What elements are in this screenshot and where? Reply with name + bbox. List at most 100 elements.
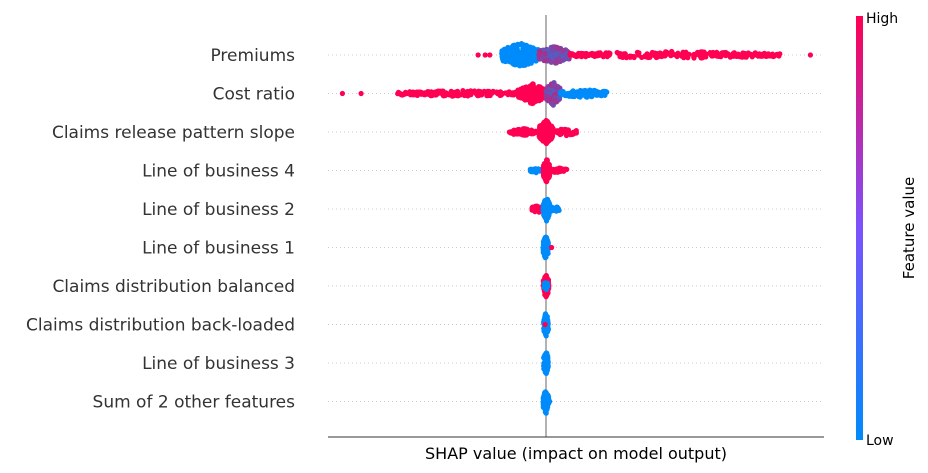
shap-point — [542, 352, 548, 358]
shap-point — [542, 321, 548, 328]
feature-label: Sum of 2 other features — [93, 393, 296, 413]
shap-point — [546, 57, 552, 63]
shap-point — [542, 363, 548, 369]
shap-point — [589, 52, 595, 58]
shap-point — [560, 89, 566, 95]
shap-point — [657, 50, 663, 56]
shap-point — [673, 52, 679, 58]
shap-point — [506, 50, 512, 56]
shap-point — [542, 274, 548, 280]
shap-point — [567, 50, 573, 57]
shap-point — [551, 82, 557, 88]
shap-point — [565, 90, 571, 97]
shap-point — [428, 90, 434, 96]
shap-point — [509, 44, 515, 50]
shap-point — [358, 90, 364, 97]
shap-point — [564, 166, 570, 172]
shap-point — [514, 60, 520, 66]
shap-point — [572, 90, 578, 96]
feature-label: Cost ratio — [213, 85, 295, 105]
shap-point — [555, 45, 561, 51]
grid-lines — [328, 54, 824, 402]
beeswarm-points — [339, 41, 814, 416]
shap-point — [510, 57, 516, 64]
shap-point — [604, 51, 610, 57]
shap-point — [668, 50, 674, 56]
shap-point — [698, 55, 704, 61]
feature-row-points — [339, 80, 610, 108]
shap-point — [403, 90, 409, 97]
shap-point — [520, 85, 526, 91]
feature-row-points — [541, 311, 551, 339]
shap-point — [415, 89, 421, 96]
shap-point — [521, 42, 527, 48]
shap-point — [554, 204, 561, 211]
shap-point — [631, 54, 637, 61]
x-axis-label: SHAP value (impact on model output) — [425, 444, 727, 463]
shap-point — [723, 53, 729, 59]
shap-point — [544, 119, 550, 125]
shap-point — [756, 51, 762, 57]
shap-point — [544, 161, 551, 167]
shap-point — [441, 93, 447, 99]
shap-point — [522, 132, 528, 138]
shap-point — [542, 358, 548, 364]
shap-point — [533, 98, 539, 104]
shap-point — [645, 54, 652, 61]
shap-point — [487, 89, 493, 95]
shap-point — [465, 93, 471, 99]
shap-point — [716, 51, 723, 57]
feature-row-points — [527, 157, 570, 185]
shap-point — [554, 128, 560, 134]
shap-point — [571, 130, 577, 136]
colorbar-title: Feature value — [900, 177, 918, 279]
shap-point — [550, 87, 556, 94]
shap-point — [476, 92, 482, 98]
shap-point — [698, 50, 704, 57]
feature-label: Line of business 3 — [142, 354, 295, 374]
shap-point — [529, 94, 535, 100]
shap-point — [482, 52, 488, 58]
feature-row-points — [529, 196, 562, 224]
shap-point — [549, 244, 555, 251]
shap-point — [509, 91, 515, 98]
shap-point — [627, 53, 633, 59]
shap-point — [487, 52, 493, 58]
colorbar-low-label: Low — [866, 433, 894, 449]
shap-point — [529, 205, 535, 211]
shap-point — [649, 49, 656, 56]
shap-point — [545, 327, 551, 333]
shap-point — [525, 60, 531, 66]
shap-point — [542, 50, 548, 57]
shap-point — [543, 410, 549, 416]
feature-row-points — [540, 234, 555, 261]
shap-point — [591, 87, 598, 93]
colorbar — [856, 16, 863, 440]
shap-point — [653, 54, 660, 61]
feature-label: Premiums — [210, 46, 295, 66]
feature-label: Line of business 1 — [142, 239, 295, 259]
shap-point — [547, 398, 553, 405]
shap-point — [501, 47, 507, 54]
shap-point — [542, 215, 549, 221]
shap-point — [734, 53, 740, 60]
shap-point — [594, 92, 601, 98]
shap-point — [686, 51, 692, 58]
shap-point — [528, 57, 535, 63]
shap-point — [557, 168, 564, 174]
shap-point — [741, 54, 747, 60]
shap-point — [440, 88, 446, 94]
shap-point — [526, 128, 533, 135]
shap-point — [516, 91, 523, 97]
shap-point — [535, 166, 541, 172]
shap-point — [537, 84, 543, 90]
shap-point — [550, 44, 556, 50]
shap-point — [539, 126, 545, 132]
shap-point — [557, 131, 563, 138]
feature-row-points — [540, 389, 553, 416]
shap-point — [543, 370, 550, 376]
shap-point — [515, 51, 521, 57]
shap-point — [520, 60, 527, 66]
shap-point — [544, 131, 550, 137]
